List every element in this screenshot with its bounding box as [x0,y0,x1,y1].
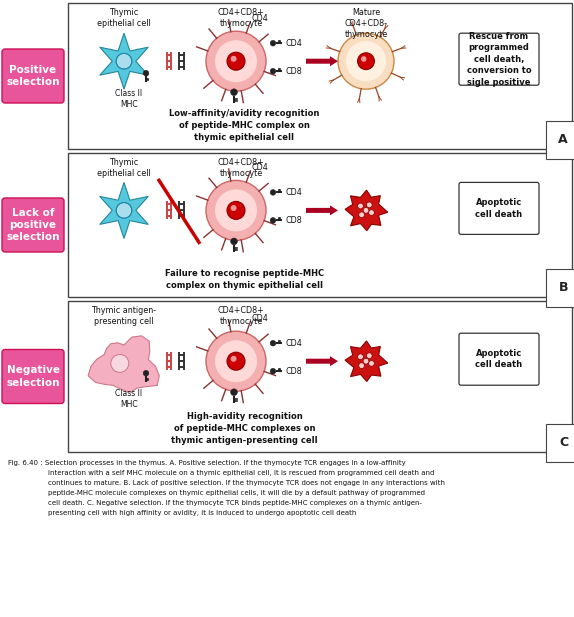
Circle shape [227,352,245,370]
Text: CD8: CD8 [286,216,302,225]
Circle shape [215,189,257,231]
Text: CD8: CD8 [286,67,302,76]
FancyBboxPatch shape [459,33,539,85]
Text: presenting cell with high affinity or avidity, it is induced to undergo apoptoti: presenting cell with high affinity or av… [48,510,356,516]
Text: Lack of
positive
selection: Lack of positive selection [6,207,60,242]
Circle shape [358,354,363,360]
Text: Thymic antigen-
presenting cell: Thymic antigen- presenting cell [91,306,157,326]
Text: peptide-MHC molecule complexes on thymic epithelial cells, it will die by a defa: peptide-MHC molecule complexes on thymic… [48,490,425,496]
Circle shape [346,41,386,81]
Circle shape [206,331,266,391]
FancyArrow shape [306,56,338,66]
Circle shape [111,354,129,373]
Circle shape [363,207,369,213]
Text: Failure to recognise peptide-MHC
complex on thymic epithelial cell: Failure to recognise peptide-MHC complex… [165,269,324,290]
Text: Apoptotic
cell death: Apoptotic cell death [475,349,522,370]
Circle shape [215,340,257,382]
Circle shape [231,205,236,211]
FancyBboxPatch shape [2,198,64,252]
Circle shape [231,356,236,362]
Text: CD4: CD4 [251,314,267,323]
Circle shape [363,358,369,364]
Circle shape [270,68,276,74]
Circle shape [206,31,266,91]
Circle shape [270,218,276,223]
Text: Thymic
epithelial cell: Thymic epithelial cell [97,8,151,28]
FancyArrow shape [306,205,338,215]
Circle shape [359,363,364,368]
Circle shape [231,389,238,395]
Circle shape [338,33,394,89]
Circle shape [366,353,372,358]
FancyBboxPatch shape [459,333,539,385]
Circle shape [369,360,374,366]
Circle shape [231,238,238,245]
FancyBboxPatch shape [68,153,572,297]
Text: Positive
selection: Positive selection [6,65,60,87]
Text: Thymic
epithelial cell: Thymic epithelial cell [97,158,151,178]
Circle shape [361,56,367,62]
Text: Low-affinity/avidity recognition
of peptide-MHC complex on
thymic epithelial cel: Low-affinity/avidity recognition of pept… [169,109,320,142]
Text: C: C [559,436,568,449]
Text: CD4+CD8+
thymocyte: CD4+CD8+ thymocyte [218,8,265,28]
Text: Apoptotic
cell death: Apoptotic cell death [475,198,522,218]
FancyBboxPatch shape [68,3,572,149]
Text: CD4: CD4 [286,39,302,48]
Circle shape [270,368,276,374]
Text: CD4+CD8+
thymocyte: CD4+CD8+ thymocyte [218,306,265,326]
FancyBboxPatch shape [68,301,572,452]
Text: interaction with a self MHC molecule on a thymic epithelial cell, it is rescued : interaction with a self MHC molecule on … [48,470,435,476]
Circle shape [116,53,132,69]
Circle shape [227,201,245,220]
Text: Negative
selection: Negative selection [6,365,60,387]
Circle shape [270,40,276,46]
Polygon shape [345,341,388,381]
FancyArrow shape [306,356,338,366]
Text: CD4+CD8+
thymocyte: CD4+CD8+ thymocyte [218,158,265,178]
Circle shape [231,89,238,96]
Circle shape [270,341,276,346]
Text: continues to mature. B. Lack of positive selection. If the thymocyte TCR does no: continues to mature. B. Lack of positive… [48,480,445,486]
FancyBboxPatch shape [2,49,64,103]
Text: CD4: CD4 [286,188,302,197]
Circle shape [359,212,364,218]
Circle shape [215,40,257,82]
Text: Rescue from
programmed
cell death,
conversion to
sigle positive: Rescue from programmed cell death, conve… [467,32,532,86]
Text: CD4: CD4 [251,14,267,23]
Text: CD4: CD4 [251,164,267,172]
Circle shape [358,203,363,209]
Circle shape [227,52,245,70]
Circle shape [366,202,372,208]
Circle shape [206,180,266,241]
Circle shape [231,56,236,62]
Text: CD4: CD4 [286,339,302,348]
Circle shape [369,210,374,215]
Polygon shape [88,336,159,392]
Text: A: A [559,133,568,146]
Text: Class II
MHC: Class II MHC [115,89,142,109]
Text: Mature
CD4+CD8-
thymocyte: Mature CD4+CD8- thymocyte [344,8,387,39]
FancyBboxPatch shape [459,183,539,234]
Circle shape [270,189,276,195]
Polygon shape [345,190,388,231]
Text: CD8: CD8 [286,366,302,376]
Circle shape [143,70,149,76]
Circle shape [116,202,132,218]
Text: B: B [559,281,568,294]
Polygon shape [100,33,148,89]
Circle shape [358,53,374,70]
Text: Fig. 6.40 : Selection processes in the thymus. A. Positive selection. If the thy: Fig. 6.40 : Selection processes in the t… [8,460,406,466]
Circle shape [143,370,149,376]
Text: cell death. C. Negative selection. If the thymocyte TCR binds peptide-MHC comple: cell death. C. Negative selection. If th… [48,500,422,506]
Text: High-avidity recognition
of peptide-MHC complexes on
thymic antigen-presenting c: High-avidity recognition of peptide-MHC … [171,412,318,445]
FancyBboxPatch shape [2,349,64,404]
Polygon shape [100,183,148,238]
Text: Class II
MHC: Class II MHC [115,389,142,409]
